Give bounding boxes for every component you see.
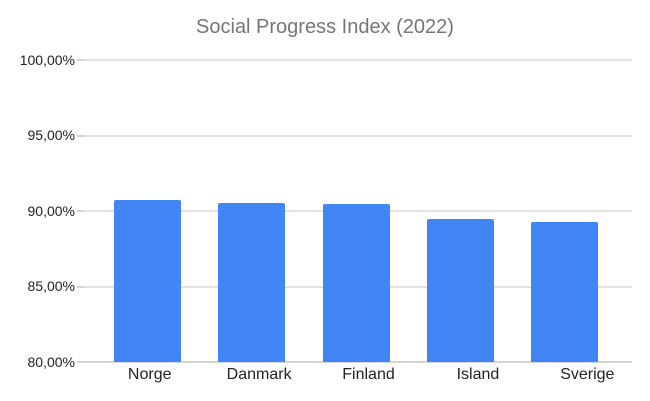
y-axis-tick-label: 95,00%: [27, 127, 75, 143]
y-axis-tick-label: 85,00%: [27, 278, 75, 294]
plot-area: [85, 59, 632, 363]
bar-slot-island: [408, 60, 512, 362]
bar-island[interactable]: [426, 219, 494, 362]
x-axis-category-label: Sverige: [560, 366, 615, 383]
x-axis: Norge Danmark Finland Island Sverige: [85, 365, 650, 385]
x-axis-category-label: Danmark: [226, 366, 292, 383]
bar-sverige[interactable]: [531, 222, 599, 362]
bar-slot-finland: [304, 60, 408, 362]
bar-series: [85, 60, 632, 362]
bar-slot-norge: [95, 60, 199, 362]
bar-finland[interactable]: [322, 204, 390, 362]
y-axis-tick-mark: [77, 59, 85, 61]
x-axis-category-label: Finland: [342, 366, 395, 383]
bar-slot-danmark: [199, 60, 303, 362]
gridline: [85, 59, 632, 61]
x-axis-baseline: [85, 361, 632, 363]
y-axis-tick-mark: [77, 210, 85, 212]
bar-danmark[interactable]: [218, 202, 286, 362]
y-axis-tick-mark: [77, 135, 85, 137]
y-axis-tick-label: 90,00%: [27, 203, 75, 219]
bar-slot-sverige: [513, 60, 617, 362]
x-axis-category-label: Island: [456, 366, 500, 383]
y-axis: 100,00% 95,00% 90,00% 85,00% 80,00%: [0, 0, 85, 401]
y-axis-tick-label: 100,00%: [19, 52, 75, 68]
x-axis-category-label: Norge: [127, 366, 172, 383]
chart-title: Social Progress Index (2022): [196, 16, 454, 38]
y-axis-tick-mark: [77, 361, 85, 363]
y-axis-tick-label: 80,00%: [27, 354, 75, 370]
gridline: [85, 134, 632, 137]
bar-norge[interactable]: [113, 199, 181, 362]
y-axis-tick-mark: [77, 286, 85, 288]
